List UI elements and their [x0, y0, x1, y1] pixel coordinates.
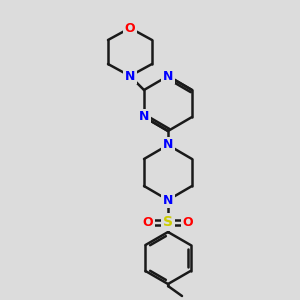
Text: S: S: [163, 215, 173, 229]
Text: O: O: [143, 215, 153, 229]
Text: N: N: [163, 194, 173, 206]
Text: N: N: [163, 139, 173, 152]
Text: O: O: [183, 215, 193, 229]
Text: N: N: [125, 70, 135, 83]
Text: N: N: [139, 110, 149, 124]
Text: N: N: [163, 70, 173, 83]
Text: O: O: [125, 22, 135, 34]
